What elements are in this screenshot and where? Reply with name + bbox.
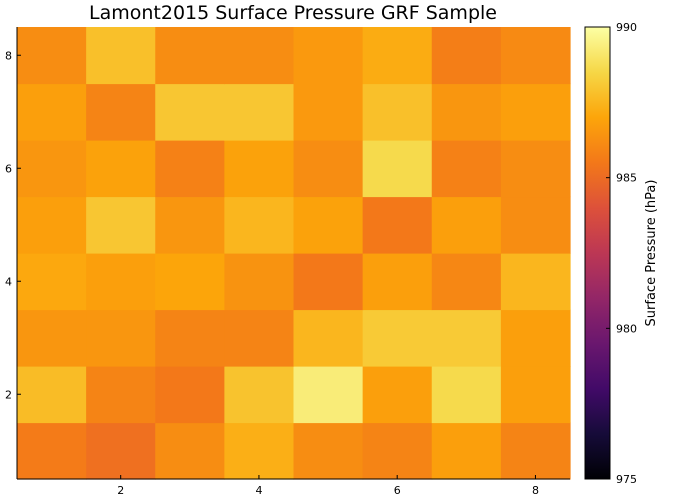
heatmap-cell	[86, 196, 156, 254]
heatmap-cell	[155, 196, 225, 254]
colorbar-frame	[584, 26, 611, 480]
heatmap-cell	[293, 83, 364, 141]
heatmap-cell	[224, 253, 295, 311]
heatmap-cell	[362, 366, 433, 424]
heatmap-cell	[431, 309, 502, 367]
heatmap-cell	[293, 253, 364, 311]
heatmap-cell	[362, 422, 433, 480]
heatmap-cell	[431, 83, 502, 141]
heatmap-cell	[362, 309, 433, 367]
heatmap-cell	[224, 83, 295, 141]
heatmap-cell	[500, 309, 571, 367]
heatmap-cell	[500, 83, 571, 141]
heatmap-cells	[17, 27, 571, 480]
heatmap-cell	[293, 27, 364, 85]
heatmap-cell	[293, 196, 364, 254]
heatmap-cell	[431, 253, 502, 311]
heatmap-cell	[17, 366, 87, 424]
heatmap-cell	[86, 83, 156, 141]
heatmap-cell	[362, 83, 433, 141]
heatmap-cell	[155, 253, 225, 311]
heatmap-cell	[86, 27, 156, 85]
heatmap-cell	[86, 366, 156, 424]
heatmap-cell	[224, 422, 295, 480]
heatmap-cell	[224, 366, 295, 424]
heatmap-cell	[86, 309, 156, 367]
heatmap-cell	[431, 366, 502, 424]
heatmap-cell	[293, 309, 364, 367]
heatmap-cell	[155, 27, 225, 85]
heatmap-cell	[500, 253, 571, 311]
heatmap-cell	[17, 422, 87, 480]
heatmap-cell	[431, 27, 502, 85]
heatmap-cell	[17, 27, 87, 85]
heatmap-cell	[431, 140, 502, 198]
y-tick-label: 4	[5, 275, 12, 288]
y-tick-label: 8	[5, 49, 12, 62]
colorbar-tick-label: 980	[616, 322, 637, 335]
chart-title: Lamont2015 Surface Pressure GRF Sample	[89, 2, 497, 24]
heatmap-cell	[17, 253, 87, 311]
x-tick-label: 6	[394, 484, 401, 497]
colorbar-tick-label: 975	[616, 473, 637, 486]
heatmap-cell	[500, 366, 571, 424]
heatmap-cell	[17, 83, 87, 141]
colorbar-gradient	[585, 27, 610, 479]
heatmap-cell	[224, 140, 295, 198]
heatmap-cell	[362, 196, 433, 254]
heatmap-cell	[362, 253, 433, 311]
heatmap-cell	[86, 253, 156, 311]
heatmap-cell	[224, 27, 295, 85]
heatmap-cell	[86, 422, 156, 480]
heatmap-cell	[293, 366, 364, 424]
heatmap-cell	[362, 27, 433, 85]
heatmap-cell	[224, 309, 295, 367]
heatmap-cell	[293, 422, 364, 480]
heatmap-cell	[293, 140, 364, 198]
heatmap-cell	[155, 422, 225, 480]
heatmap-cell	[362, 140, 433, 198]
y-tick-label: 6	[5, 162, 12, 175]
plot-axes: 2 4 6 8 2 4 6 8	[5, 27, 570, 497]
heatmap-cell	[17, 309, 87, 367]
colorbar-label: Surface Pressure (hPa)	[644, 180, 659, 327]
heatmap-cell	[17, 140, 87, 198]
heatmap-cell	[500, 422, 571, 480]
heatmap-cell	[431, 196, 502, 254]
heatmap-cell	[155, 83, 225, 141]
heatmap-cell	[155, 140, 225, 198]
heatmap-cell	[155, 366, 225, 424]
heatmap-cell	[17, 196, 87, 254]
heatmap-cell	[500, 140, 571, 198]
x-tick-label: 4	[255, 484, 262, 497]
x-tick-label: 2	[117, 484, 124, 497]
heatmap-cell	[431, 422, 502, 480]
heatmap-cell	[86, 140, 156, 198]
colorbar-tick-label: 985	[616, 172, 637, 185]
heatmap-cell	[500, 27, 571, 85]
colorbar-tick-label: 990	[616, 21, 637, 34]
x-tick-label: 8	[532, 484, 539, 497]
heatmap-cell	[224, 196, 295, 254]
y-tick-label: 2	[5, 388, 12, 401]
heatmap-cell	[155, 309, 225, 367]
heatmap-cell	[500, 196, 571, 254]
colorbar: 975 980 985 990 Surface Pressure (hPa)	[584, 21, 659, 486]
